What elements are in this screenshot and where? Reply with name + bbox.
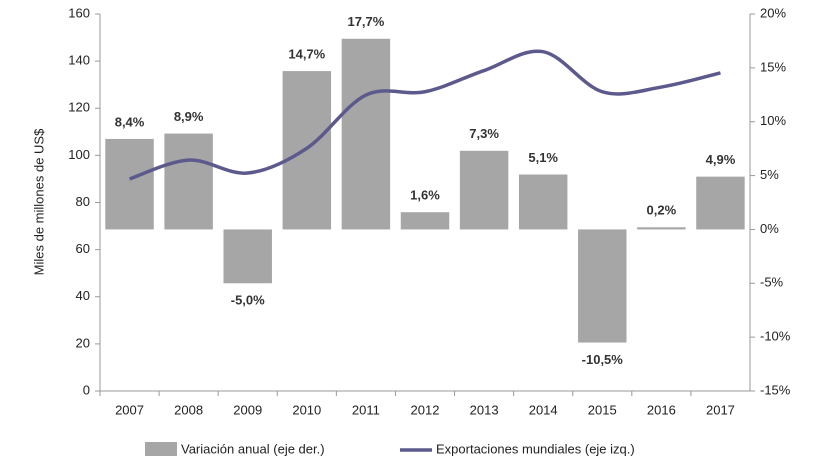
bar: [459, 150, 509, 230]
x-tick-label: 2017: [706, 402, 735, 417]
y2-tick-label: 20%: [760, 5, 786, 20]
data-label: 17,7%: [347, 14, 384, 29]
x-tick-label: 2015: [588, 402, 617, 417]
bar: [696, 176, 745, 230]
line: [128, 49, 721, 181]
y2-tick-label: 0%: [760, 221, 779, 236]
y2-tick-label: -5%: [760, 275, 784, 290]
y-tick-label: 40: [76, 288, 90, 303]
bar: [400, 212, 450, 230]
y-tick-label: 20: [76, 335, 90, 350]
bar: [518, 174, 568, 230]
legend-label: Exportaciones mundiales (eje izq.): [436, 441, 635, 456]
bar: [105, 138, 154, 230]
y-tick-label: 100: [68, 147, 90, 162]
x-tick-label: 2011: [352, 402, 380, 417]
data-label: 14,7%: [288, 47, 325, 62]
y2-tick-label: 10%: [760, 113, 786, 128]
y-tick-label: 60: [76, 241, 90, 256]
bar: [637, 227, 686, 230]
data-label: -5,0%: [231, 293, 265, 308]
x-tick-label: 2012: [411, 402, 440, 417]
x-tick-label: 2014: [529, 402, 558, 417]
bar: [341, 38, 391, 230]
y2-tick-label: -15%: [760, 382, 791, 397]
data-label: 7,3%: [469, 126, 499, 141]
x-tick-label: 2008: [174, 402, 203, 417]
x-tick-label: 2007: [115, 402, 144, 417]
bar: [223, 229, 272, 284]
x-tick-label: 2009: [233, 402, 262, 417]
y-tick-label: 80: [76, 194, 90, 209]
data-label: 8,9%: [174, 109, 204, 124]
y-tick-label: 120: [68, 100, 90, 115]
y2-tick-label: 15%: [760, 59, 786, 74]
data-label: 8,4%: [115, 114, 145, 129]
y2-tick-label: 5%: [760, 167, 779, 182]
y-tick-label: 140: [68, 53, 90, 68]
data-label: 0,2%: [647, 203, 677, 218]
data-label: 5,1%: [528, 150, 558, 165]
legend-label: Variación anual (eje der.): [181, 441, 325, 456]
x-tick-label: 2010: [292, 402, 321, 417]
y-tick-label: 0: [83, 382, 90, 397]
x-tick-label: 2013: [470, 402, 499, 417]
bar: [164, 133, 213, 230]
data-label: 4,9%: [706, 152, 736, 167]
x-tick-label: 2016: [647, 402, 676, 417]
y-axis-label: Miles de millones de US$: [31, 128, 46, 275]
y2-tick-label: -10%: [760, 329, 791, 344]
y-tick-label: 160: [68, 5, 90, 20]
data-label: 1,6%: [410, 188, 440, 203]
bar: [578, 229, 627, 343]
data-label: -10,5%: [582, 352, 624, 367]
legend-swatch: [145, 442, 177, 456]
